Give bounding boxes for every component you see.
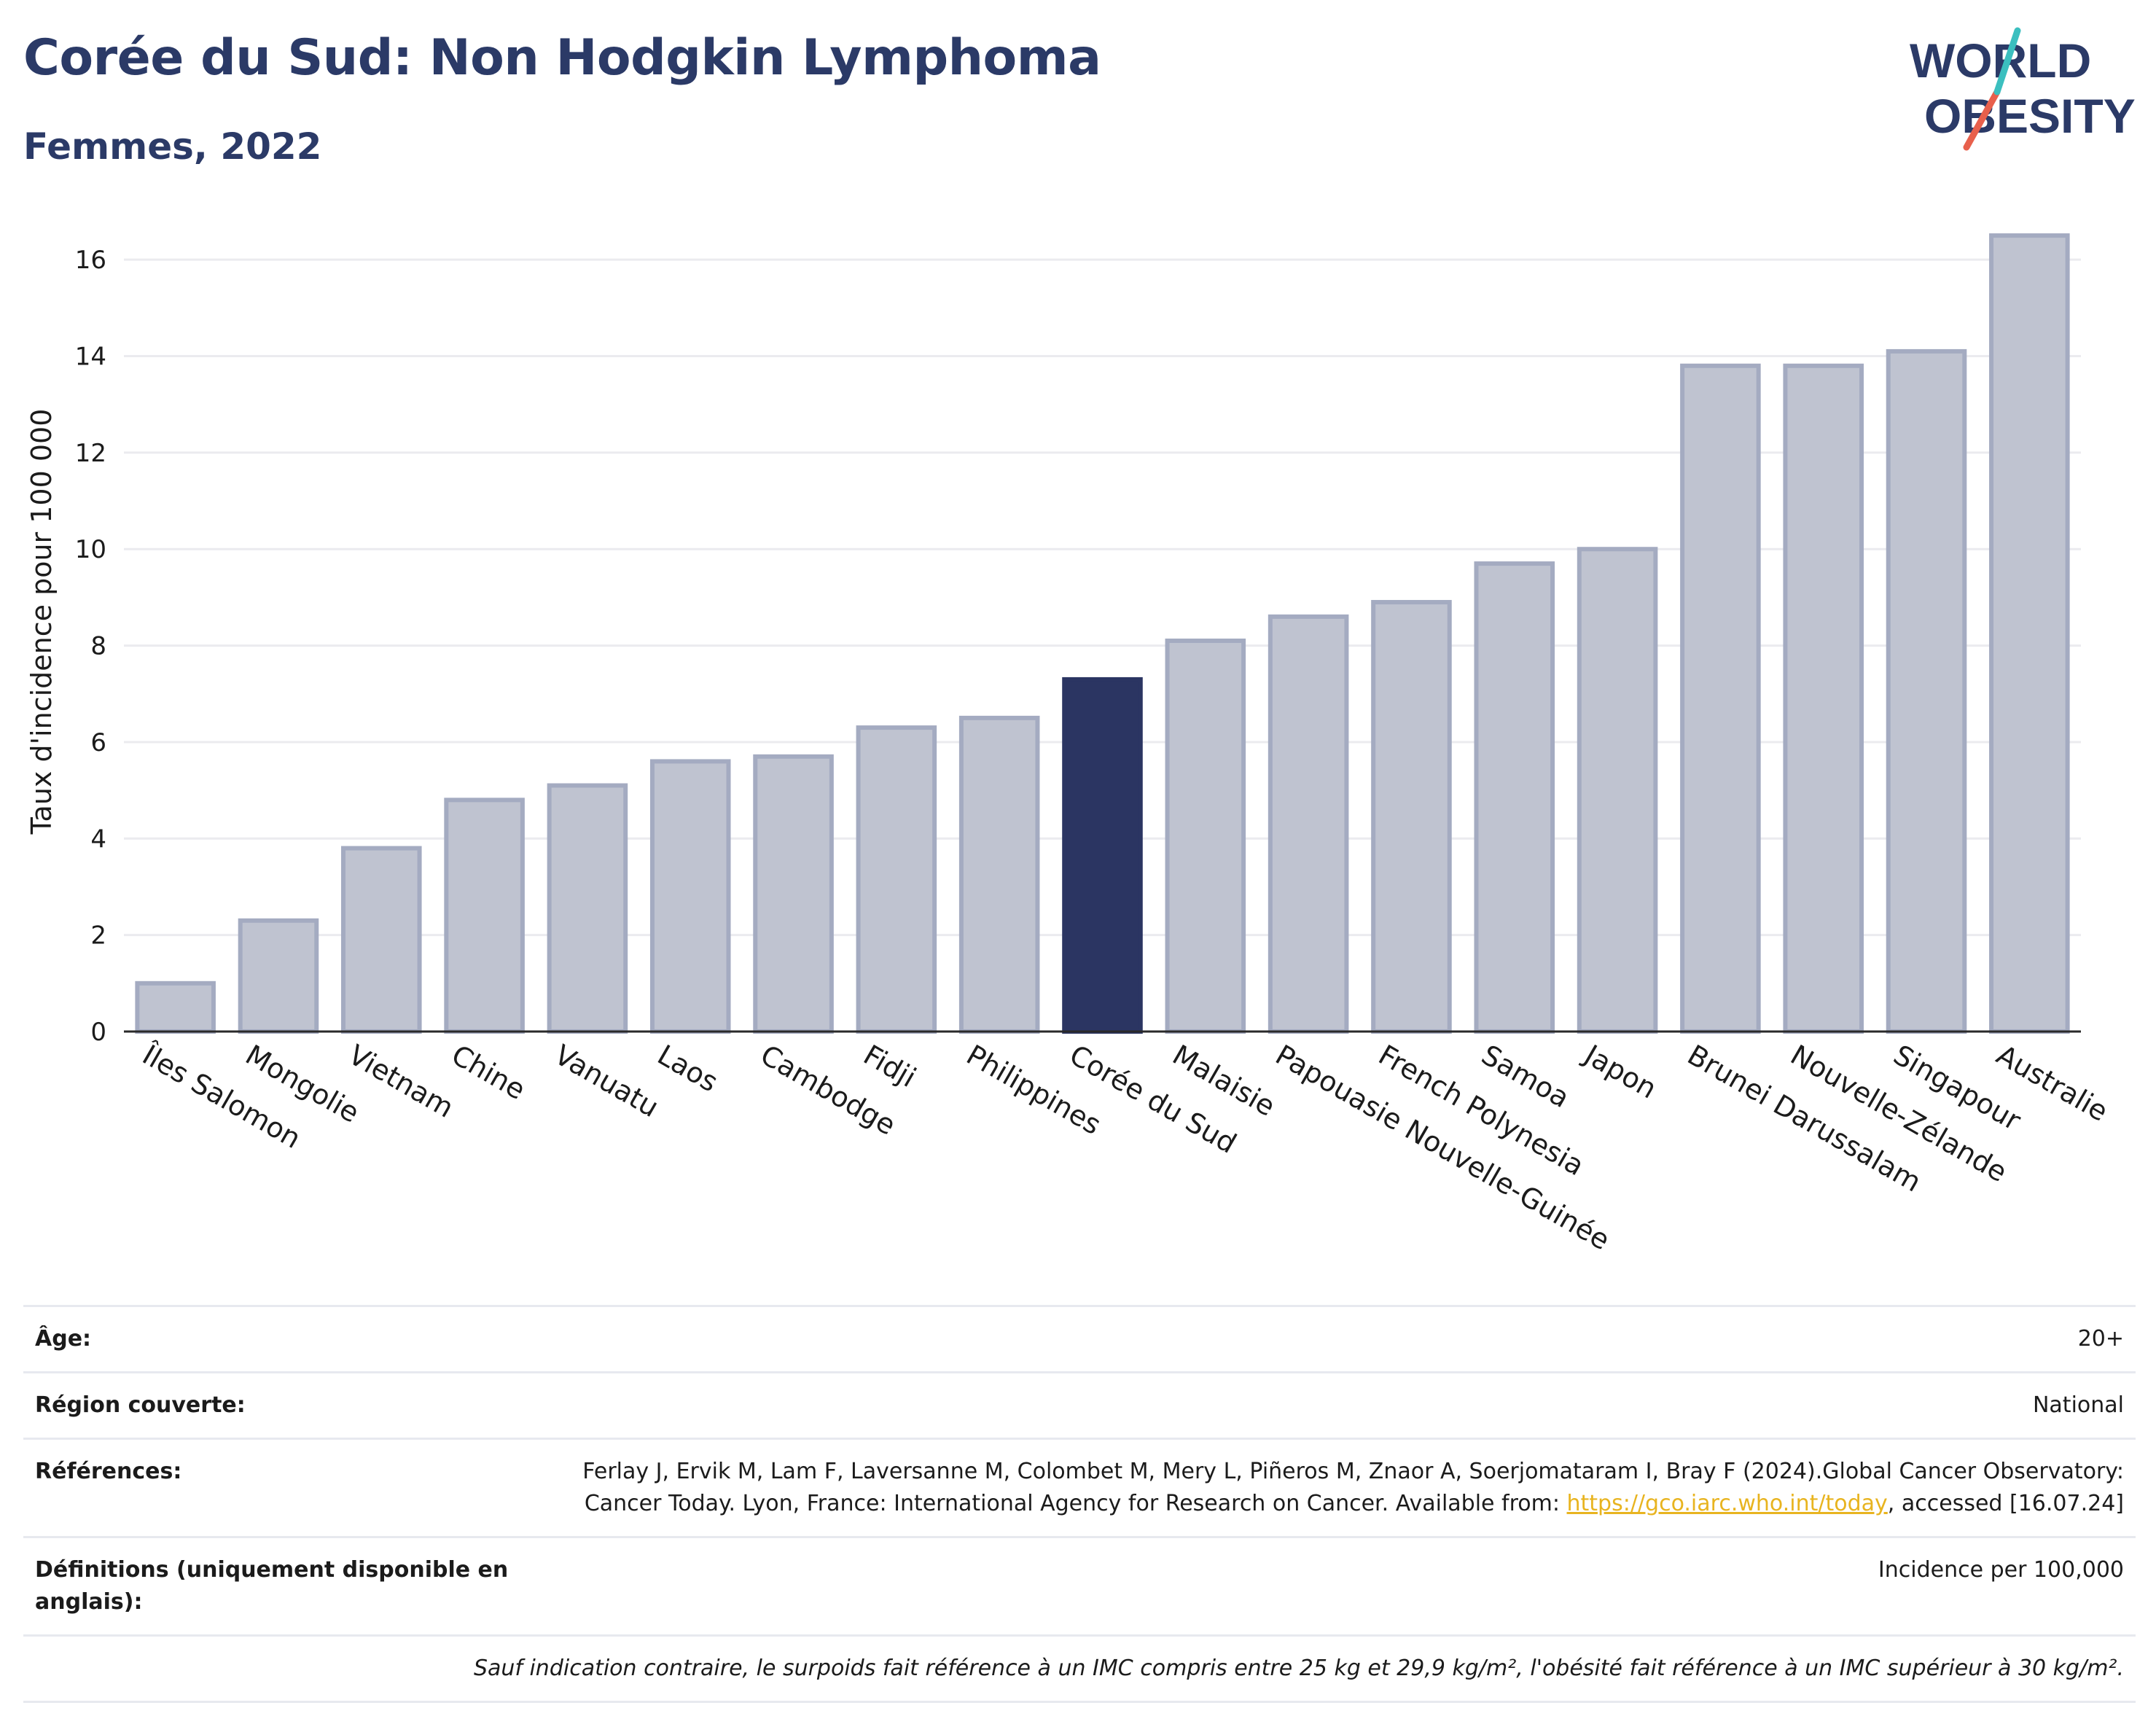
note-row: Sauf indication contraire, le surpoids f…: [23, 1634, 2136, 1703]
world-obesity-logo: WORLD OBESITY: [1910, 27, 2136, 151]
definitions-row: Définitions (uniquement disponible en an…: [23, 1536, 2136, 1634]
y-axis-label: Taux d'incidence pour 100 000: [26, 409, 58, 835]
info-table: Âge: 20+ Région couverte: National Référ…: [23, 1305, 2136, 1703]
bar-chart: 0 2 4 6 8 10 12 14 16 Taux d'incidence pour 100 0…: [26, 233, 2113, 1256]
page-subtitle: Femmes, 2022: [23, 125, 322, 168]
y-tick-label: 14: [75, 343, 106, 372]
bar: [1474, 561, 1555, 1034]
bar: [1165, 638, 1246, 1034]
bar: [1783, 363, 1864, 1034]
references-accessed: , accessed [16.07.24]: [1887, 1491, 2124, 1516]
x-tick-label: Vietnam: [343, 1039, 459, 1124]
references-row: Références: Ferlay J, Ervik M, Lam F, La…: [23, 1438, 2136, 1536]
bar: [1989, 233, 2070, 1034]
age-value: 20+: [2077, 1326, 2124, 1352]
x-tick-label: Fidji: [858, 1039, 921, 1094]
bar: [856, 725, 937, 1034]
bar: [341, 846, 422, 1034]
x-tick-label: Vanuatu: [549, 1039, 664, 1123]
bar: [444, 798, 525, 1034]
age-label: Âge:: [35, 1326, 92, 1352]
references-text: Ferlay J, Ervik M, Lam F, Laversanne M, …: [582, 1459, 2124, 1516]
y-tick-label: 6: [90, 728, 106, 757]
y-tick-label: 0: [90, 1018, 106, 1047]
y-tick-label: 16: [75, 246, 106, 275]
bar: [1886, 348, 1967, 1034]
page-title: Corée du Sud: Non Hodgkin Lymphoma: [23, 29, 1101, 87]
bar: [649, 759, 731, 1034]
bar: [547, 783, 628, 1034]
bar: [958, 715, 1040, 1034]
region-value: National: [2032, 1392, 2124, 1418]
y-tick-label: 4: [90, 824, 106, 854]
bar: [135, 980, 216, 1034]
references-link[interactable]: https://gco.iarc.who.int/today: [1566, 1491, 1888, 1516]
bar: [238, 918, 319, 1034]
age-row: Âge: 20+: [23, 1305, 2136, 1371]
definitions-value: Incidence per 100,000: [1878, 1557, 2124, 1583]
y-tick-label: 10: [75, 535, 106, 564]
y-tick-label: 8: [90, 632, 106, 661]
bar: [1371, 600, 1452, 1034]
bar: [1062, 677, 1143, 1034]
logo-slash-teal: [1993, 27, 2021, 95]
references-label: Références:: [35, 1459, 182, 1484]
region-label: Région couverte:: [35, 1392, 246, 1418]
logo-line-2: OBESITY: [1924, 89, 2136, 143]
x-tick-label: Laos: [652, 1039, 724, 1099]
bar: [1680, 363, 1761, 1034]
logo-slash-red: [1963, 88, 2001, 151]
bmi-note: Sauf indication contraire, le surpoids f…: [473, 1656, 2124, 1681]
y-tick-label: 2: [90, 921, 106, 951]
bar: [1268, 614, 1349, 1034]
bar: [753, 754, 834, 1034]
x-tick-label: Japon: [1578, 1038, 1662, 1105]
bar: [1577, 547, 1658, 1034]
y-tick-label: 12: [75, 439, 106, 468]
region-row: Région couverte: National: [23, 1371, 2136, 1438]
definitions-label: Définitions (uniquement disponible en an…: [35, 1557, 509, 1615]
references-value: Ferlay J, Ervik M, Lam F, Laversanne M, …: [531, 1456, 2124, 1520]
